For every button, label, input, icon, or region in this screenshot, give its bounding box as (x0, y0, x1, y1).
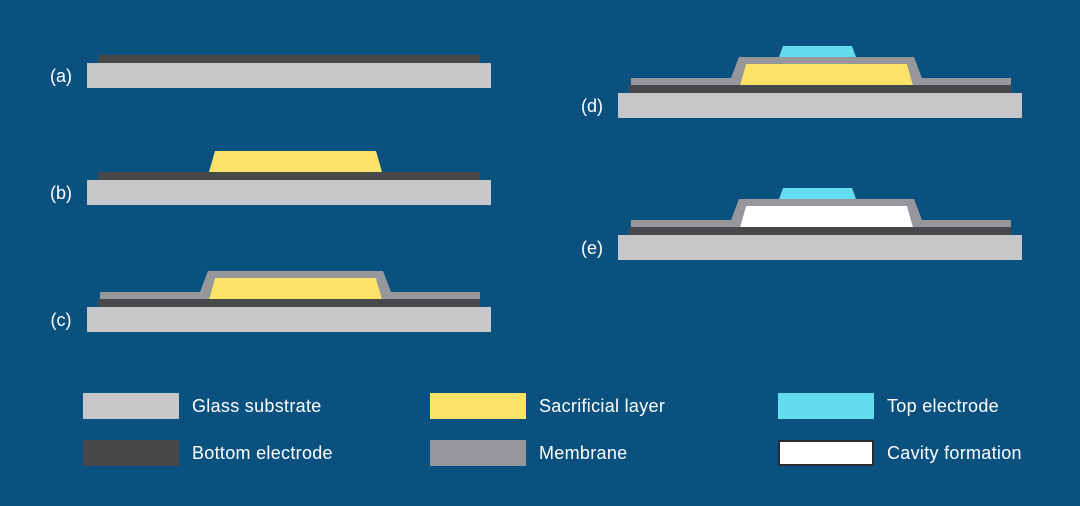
layer-top-electrode (779, 188, 856, 199)
legend-label-sacrificial-layer: Sacrificial layer (539, 395, 666, 416)
layer-sacrificial-layer (740, 64, 913, 85)
process-step-e: (e) (581, 188, 1022, 260)
step-label-c: (c) (51, 310, 72, 330)
legend-label-glass-substrate: Glass substrate (192, 395, 322, 416)
layer-glass-substrate (618, 235, 1022, 260)
layer-glass-substrate (87, 63, 491, 88)
legend-item-top-electrode: Top electrode (778, 393, 999, 419)
process-step-d: (d) (581, 46, 1022, 118)
legend-item-bottom-electrode: Bottom electrode (83, 440, 333, 466)
process-step-b: (b) (50, 151, 491, 205)
legend-item-glass-substrate: Glass substrate (83, 393, 322, 419)
layer-sacrificial-layer (209, 278, 382, 299)
step-label-b: (b) (50, 183, 72, 203)
legend-swatch-cavity-formation (778, 440, 874, 466)
process-step-c: (c) (51, 271, 491, 332)
legend-swatch-glass-substrate (83, 393, 179, 419)
layer-glass-substrate (618, 93, 1022, 118)
legend-label-top-electrode: Top electrode (887, 395, 999, 416)
layer-bottom-electrode (98, 299, 480, 307)
layer-membrane (100, 271, 480, 299)
legend-item-membrane: Membrane (430, 440, 627, 466)
legend-swatch-membrane (430, 440, 526, 466)
layer-bottom-electrode (629, 227, 1011, 235)
layer-glass-substrate (87, 307, 491, 332)
legend-label-bottom-electrode: Bottom electrode (192, 442, 333, 463)
layer-membrane (631, 57, 1011, 85)
step-label-e: (e) (581, 238, 603, 258)
legend-label-cavity-formation: Cavity formation (887, 442, 1022, 463)
layer-membrane (631, 199, 1011, 227)
legend-swatch-sacrificial-layer (430, 393, 526, 419)
step-label-d: (d) (581, 96, 603, 116)
legend-swatch-top-electrode (778, 393, 874, 419)
layer-bottom-electrode (98, 55, 480, 63)
layer-cavity-formation (740, 206, 913, 227)
legend-label-membrane: Membrane (539, 442, 628, 463)
process-step-a: (a) (50, 55, 491, 88)
layer-top-electrode (779, 46, 856, 57)
legend-swatch-bottom-electrode (83, 440, 179, 466)
legend-item-cavity-formation: Cavity formation (778, 440, 1022, 466)
layer-bottom-electrode (629, 85, 1011, 93)
legend-item-sacrificial-layer: Sacrificial layer (430, 393, 665, 419)
layer-bottom-electrode (98, 172, 480, 180)
layer-glass-substrate (87, 180, 491, 205)
layer-sacrificial-layer (209, 151, 382, 172)
step-label-a: (a) (50, 66, 72, 86)
